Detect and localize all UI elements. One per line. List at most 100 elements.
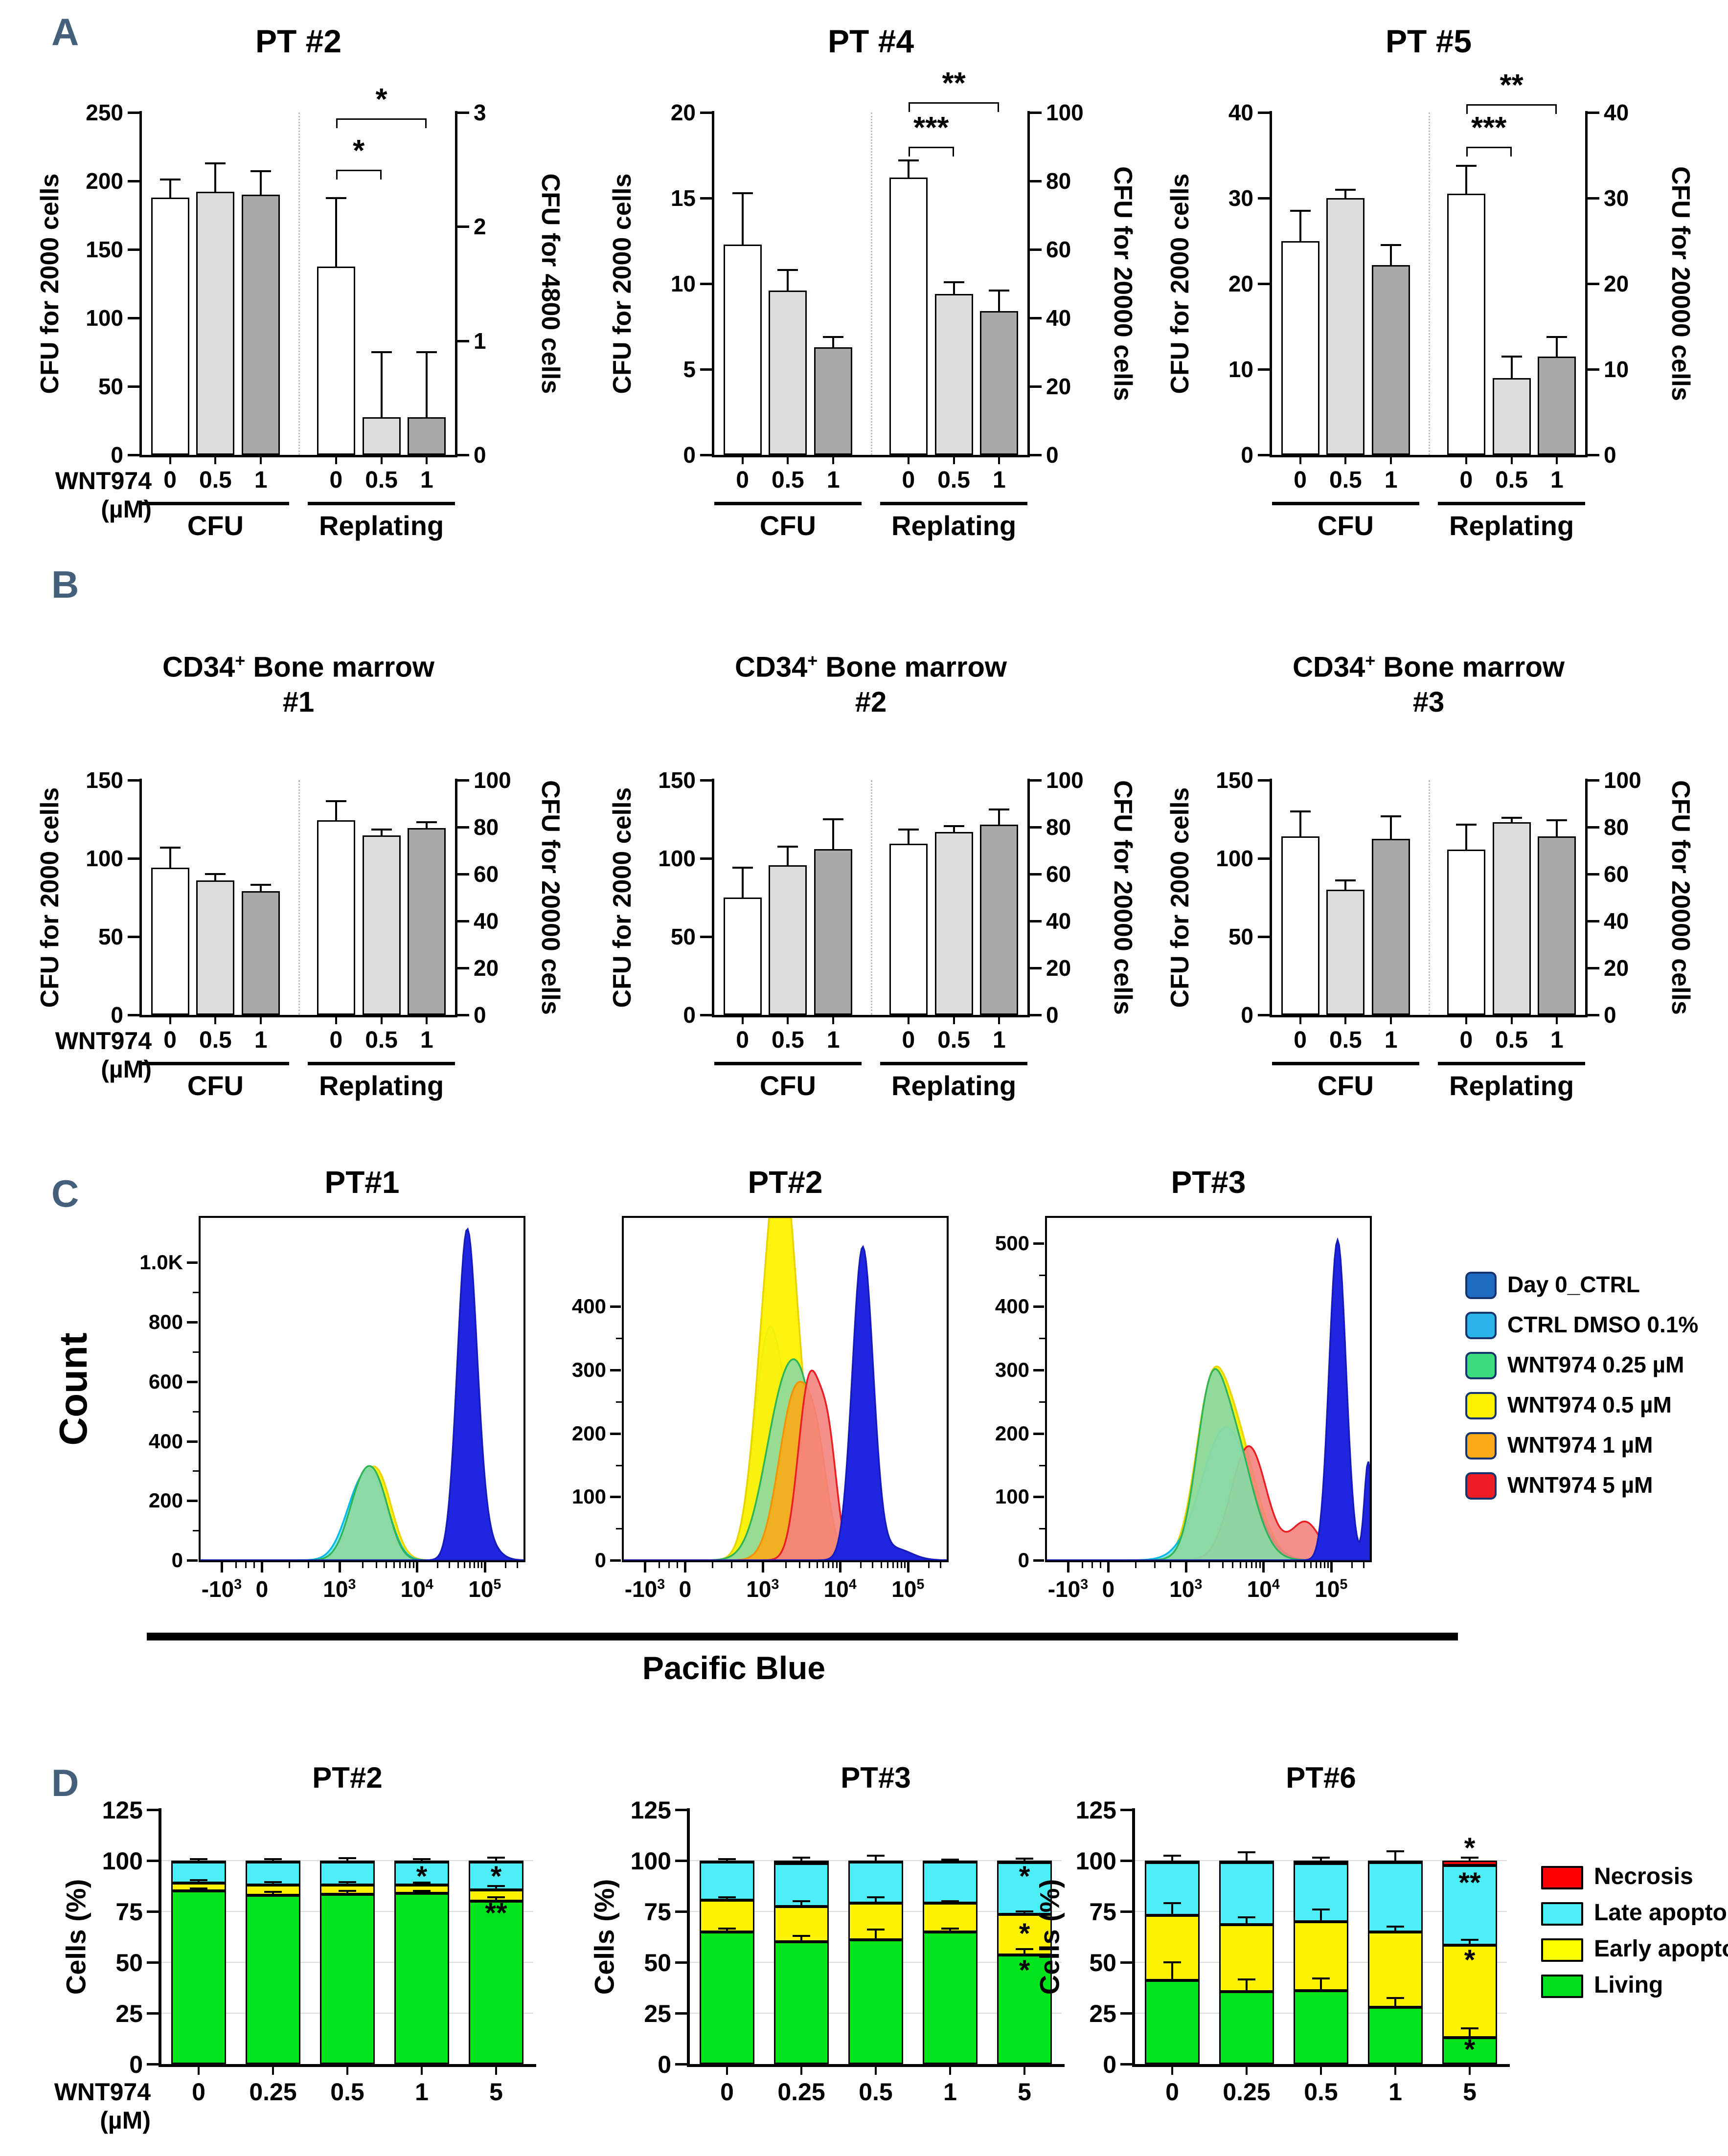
error-bar-cap [1290,810,1311,812]
error-bar [380,829,383,835]
x-minor-tick [1222,1562,1224,1568]
x-tick [1023,2067,1025,2075]
dose-label: 1 [1550,1027,1564,1053]
x-axis-line [1270,1015,1588,1017]
y-tick [700,857,712,860]
y-tick-right-label: 0 [1604,1002,1616,1028]
bar [317,267,355,455]
y-tick-label: 300 [995,1358,1029,1382]
y-tick [700,779,712,782]
x-tick [380,1017,383,1024]
group-label: CFU [1317,510,1374,541]
y-axis-title-right: CFU for 20000 cells [1666,780,1695,1015]
dose-label: 0 [1294,1027,1307,1053]
dose-label: 1 [1384,467,1398,493]
y-tick [187,1500,198,1503]
legend-label: Living [1594,1972,1663,1999]
stack-segment [923,1862,978,1904]
x-tick [787,457,789,464]
pacific-blue-label: Pacific Blue [642,1650,826,1686]
y-axis-title-left: CFU for 2000 cells [36,173,64,394]
error-bar-cap [943,281,964,283]
group-underline [141,502,290,505]
y-tick-label: 25 [115,2000,143,2027]
x-minor-tick [785,1562,787,1568]
x-tick-label: 105 [1315,1576,1348,1602]
dose-label: 0 [1459,467,1473,493]
y-tick-right-label: 100 [474,767,511,793]
y-axis-line [687,1808,690,2067]
error-bar [1510,356,1513,378]
flow-series-wnt974-0-25-m [201,1465,523,1560]
error-bar [1023,1949,1025,1955]
x-tick-label: 104 [400,1576,433,1602]
y-tick [1120,2012,1132,2015]
error-bar [953,282,955,294]
error-bar-cap [1016,1857,1033,1860]
x-minor-tick [1324,1562,1326,1568]
right-axis-line [455,779,457,1017]
x-tick-label: 0 [679,1576,692,1602]
x-tick-label: 104 [1247,1576,1280,1602]
group-separator [1429,780,1430,1015]
y-tick-label: 50 [1089,1949,1116,1976]
x-minor-tick [393,1562,395,1568]
stack-segment [848,1861,903,1864]
chart-title: CD34+ Bone marrow [1292,651,1565,683]
legend-swatch [1541,1975,1583,1998]
sig-label: * [1019,1917,1030,1950]
x-minor-tick [376,1562,378,1568]
bar [317,820,355,1015]
x-tick [1344,457,1347,464]
x-minor-tick [892,1562,894,1568]
chart-subtitle: #3 [1412,686,1445,718]
y-tick-label: 200 [571,1421,606,1445]
y-tick [1258,454,1270,456]
y-tick-label: 0 [1103,2051,1116,2078]
x-tick [426,457,428,464]
x-minor-tick [1303,1562,1305,1568]
y-tick-label: 800 [148,1310,183,1334]
chart-title: PT #2 [255,23,342,59]
y-tick [1258,857,1270,860]
sig-label: * [1464,1832,1476,1864]
y-tick-right-label: 20 [1046,955,1071,981]
y-tick [1258,283,1270,285]
error-bar-cap [190,1879,207,1881]
x-minor-tick [799,1562,801,1568]
legend-label: WNT974 1 µM [1507,1432,1653,1458]
x-minor-tick [668,1562,670,1568]
chart-title: PT#3 [841,1761,911,1794]
sig-label: ** [1458,1866,1481,1899]
dose-label: 0.5 [199,467,232,493]
y-tick-right [1030,873,1042,876]
category-label: 0 [192,2078,205,2106]
stack-segment [1294,1991,1348,2064]
stack-segment [1442,1861,1497,1866]
y-tick-label: 75 [644,1898,671,1926]
y-tick-label: 50 [98,374,123,399]
chart-title: PT#2 [748,1165,823,1200]
y-tick-label: 0 [111,442,123,468]
category-label: 5 [1018,2078,1031,2106]
x-minor-tick [1232,1562,1234,1568]
y-tick-right-label: 60 [1046,861,1071,887]
sig-label: ** [1500,68,1523,102]
x-minor-tick [1239,1562,1241,1568]
y-axis-title: Cells (%) [60,1879,91,1995]
y-tick-label: 5 [683,357,696,382]
x-minor-tick [711,1562,713,1568]
y-tick [700,112,712,114]
y-tick [128,317,139,319]
x-minor-tick [449,1562,451,1568]
y-minor-tick [193,1292,199,1294]
y-tick-right-label: 0 [1046,442,1059,468]
x-minor-tick [1081,1562,1083,1568]
y-tick [700,368,712,371]
x-minor-tick [809,1562,811,1568]
error-bar [346,1882,348,1885]
x-tick [220,1562,223,1572]
y-axis-title-left: CFU for 2000 cells [36,787,64,1008]
x-tick [907,1562,909,1572]
y-tick [128,180,139,182]
